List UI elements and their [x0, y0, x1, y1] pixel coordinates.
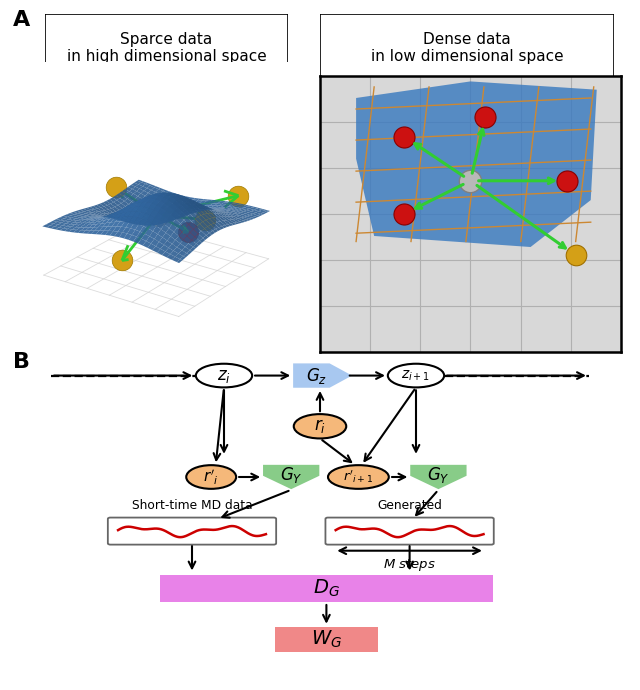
Ellipse shape: [294, 414, 346, 438]
Polygon shape: [293, 364, 352, 388]
FancyBboxPatch shape: [275, 627, 378, 652]
Text: Dense data
in low dimensional space: Dense data in low dimensional space: [371, 32, 563, 64]
Text: $r'_{i+1}$: $r'_{i+1}$: [343, 469, 374, 485]
Text: $r_i$: $r_i$: [314, 417, 326, 435]
Text: $M$ steps: $M$ steps: [383, 557, 436, 573]
Text: $D_G$: $D_G$: [313, 578, 340, 599]
FancyBboxPatch shape: [320, 14, 614, 83]
FancyBboxPatch shape: [45, 14, 288, 83]
Ellipse shape: [328, 465, 388, 489]
Text: $G_Y$: $G_Y$: [427, 465, 450, 485]
Text: $z_i$: $z_i$: [217, 366, 231, 384]
Ellipse shape: [186, 465, 236, 489]
Text: $z_{i+1}$: $z_{i+1}$: [401, 368, 431, 383]
FancyBboxPatch shape: [160, 575, 493, 602]
Polygon shape: [356, 81, 596, 247]
Text: $r'_i$: $r'_i$: [204, 467, 219, 486]
Point: [571, 250, 581, 261]
Text: Short-time MD data: Short-time MD data: [132, 499, 252, 512]
Text: $G_Y$: $G_Y$: [280, 465, 303, 485]
Point: [399, 208, 410, 219]
Text: Sparce data
in high dimensional space: Sparce data in high dimensional space: [67, 32, 266, 64]
FancyBboxPatch shape: [326, 518, 494, 544]
Ellipse shape: [388, 364, 444, 387]
Text: A: A: [13, 10, 30, 30]
Point: [399, 131, 410, 142]
Text: Generated: Generated: [377, 499, 442, 512]
Text: B: B: [13, 352, 30, 372]
Ellipse shape: [196, 364, 252, 387]
Point: [465, 175, 476, 186]
FancyBboxPatch shape: [108, 518, 276, 544]
Point: [561, 175, 572, 186]
Text: $W_G$: $W_G$: [311, 629, 342, 650]
Polygon shape: [410, 465, 467, 489]
Text: $G_z$: $G_z$: [306, 366, 328, 386]
Point: [480, 112, 491, 123]
Polygon shape: [263, 465, 319, 489]
